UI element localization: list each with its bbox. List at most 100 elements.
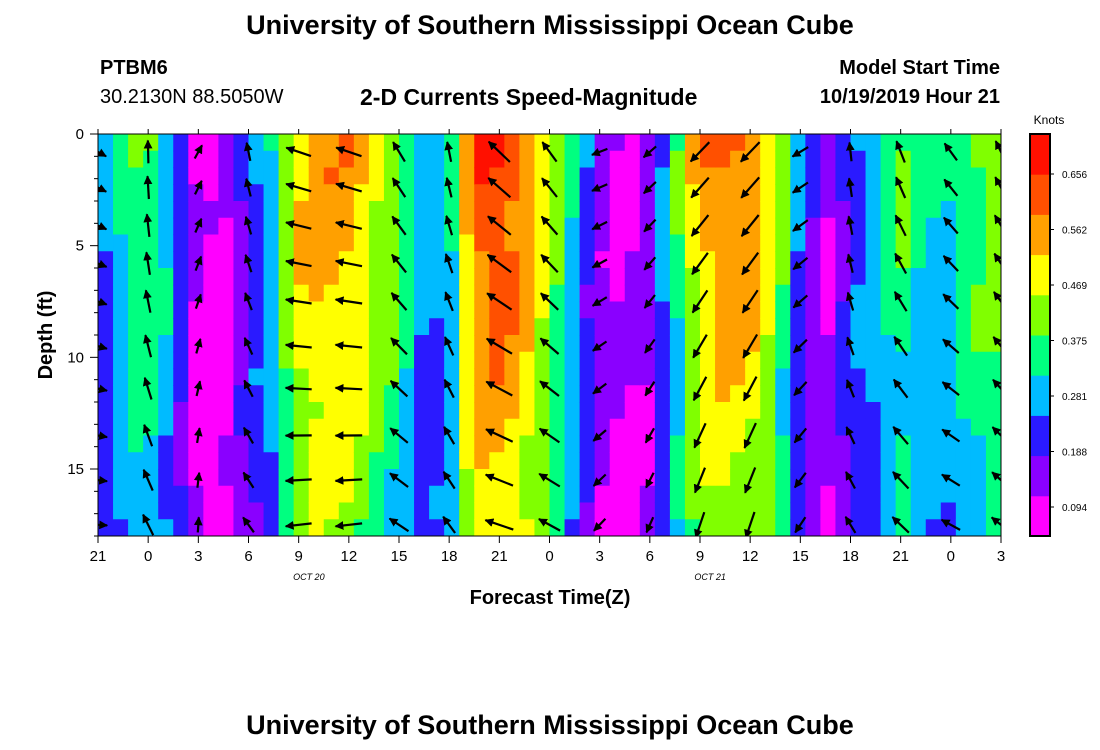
- heatmap-cell: [775, 435, 791, 453]
- heatmap-cell: [609, 167, 626, 185]
- heatmap-cell: [880, 201, 897, 219]
- heatmap-cell: [910, 234, 927, 252]
- current-vector-arrow: [643, 256, 657, 271]
- heatmap-cell: [368, 318, 385, 336]
- heatmap-cell: [865, 150, 882, 169]
- heatmap-cell: [383, 167, 400, 185]
- heatmap-cell: [293, 418, 310, 437]
- current-vector-arrow: [538, 427, 561, 444]
- current-vector-arrow: [591, 183, 608, 192]
- heatmap-cell: [323, 150, 340, 169]
- heatmap-cell: [353, 134, 370, 152]
- heatmap-cell: [278, 368, 295, 386]
- heatmap-cell: [429, 150, 445, 169]
- heatmap-cell: [98, 385, 114, 403]
- heatmap-cell: [624, 485, 641, 504]
- heatmap-cell: [925, 368, 942, 386]
- heatmap-cell: [865, 351, 882, 370]
- heatmap-cell: [669, 469, 686, 487]
- heatmap-cell: [775, 167, 791, 185]
- heatmap-cell: [654, 167, 671, 185]
- heatmap-cell: [805, 351, 821, 370]
- heatmap-cell: [203, 402, 219, 420]
- heatmap-cell: [368, 301, 385, 319]
- heatmap-cell: [399, 418, 415, 437]
- heatmap-cell: [579, 301, 596, 319]
- current-vector-arrow: [242, 516, 255, 533]
- heatmap-cell: [128, 318, 144, 336]
- heatmap-cell: [429, 418, 445, 437]
- heatmap-cell: [113, 385, 129, 403]
- heatmap-cell: [158, 452, 174, 470]
- heatmap-cell: [669, 435, 686, 453]
- heatmap-cell: [985, 519, 1001, 536]
- heatmap-cell: [429, 402, 445, 420]
- heatmap-cell: [654, 351, 671, 370]
- heatmap-cell: [970, 502, 987, 520]
- heatmap-cell: [775, 452, 791, 470]
- heatmap-cell: [399, 351, 415, 370]
- heatmap-cell: [323, 402, 340, 420]
- x-tick-label: 3: [194, 548, 202, 565]
- heatmap-cell: [609, 284, 626, 303]
- heatmap-cell: [910, 134, 927, 152]
- heatmap-cell: [489, 485, 505, 504]
- heatmap-cell: [248, 402, 265, 420]
- heatmap-cell: [248, 167, 265, 185]
- current-vector-arrow: [334, 258, 363, 268]
- heatmap-cell: [98, 268, 114, 286]
- heatmap-cell: [113, 452, 129, 470]
- heatmap-cell: [444, 418, 460, 437]
- heatmap-cell: [338, 351, 355, 370]
- heatmap-cell: [444, 201, 460, 219]
- heatmap-cell: [173, 268, 189, 286]
- current-vector-arrow: [98, 297, 108, 307]
- current-vector-arrow: [993, 252, 1001, 266]
- heatmap-cell: [173, 368, 189, 386]
- current-vector-arrow: [690, 176, 710, 199]
- heatmap-cell: [549, 452, 566, 470]
- heatmap-cell: [669, 502, 686, 520]
- current-vector-arrow: [486, 253, 512, 274]
- heatmap-cell: [128, 435, 144, 453]
- heatmap-cell: [700, 318, 716, 336]
- heatmap-cell: [654, 452, 671, 470]
- heatmap-cell: [158, 184, 174, 202]
- heatmap-cell: [880, 502, 897, 520]
- heatmap-cell: [970, 435, 987, 453]
- heatmap-cell: [353, 519, 370, 536]
- heatmap-cell: [609, 268, 626, 286]
- heatmap-cell: [880, 284, 897, 303]
- current-vector-arrow: [243, 336, 254, 356]
- heatmap-cell: [985, 318, 1001, 336]
- heatmap-cell: [218, 385, 235, 403]
- heatmap-cell: [805, 167, 821, 185]
- heatmap-cell: [865, 368, 882, 386]
- heatmap-cell: [489, 234, 505, 252]
- heatmap-cell: [609, 385, 626, 403]
- heatmap-cell: [489, 268, 505, 286]
- heatmap-cell: [218, 234, 235, 252]
- heatmap-cell: [745, 318, 761, 336]
- heatmap-cell: [534, 201, 551, 219]
- heatmap-cell: [564, 301, 581, 319]
- heatmap-cell: [368, 351, 385, 370]
- heatmap-cell: [383, 351, 400, 370]
- heatmap-cell: [203, 301, 219, 319]
- heatmap-cell: [98, 418, 114, 437]
- current-vector-arrow: [592, 382, 607, 395]
- heatmap-cell: [308, 335, 325, 353]
- heatmap-cell: [128, 418, 144, 437]
- heatmap-cell: [579, 418, 596, 437]
- heatmap-cell: [158, 150, 174, 169]
- heatmap-cell: [263, 234, 280, 252]
- heatmap-cell: [323, 201, 340, 219]
- heatmap-cell: [835, 502, 852, 520]
- heatmap-cell: [383, 268, 400, 286]
- heatmap-cell: [639, 167, 656, 185]
- current-vector-arrow: [142, 423, 154, 447]
- heatmap-cell: [564, 284, 581, 303]
- heatmap-cell: [925, 469, 942, 487]
- heatmap-cell: [188, 418, 204, 437]
- heatmap-cell: [399, 485, 415, 504]
